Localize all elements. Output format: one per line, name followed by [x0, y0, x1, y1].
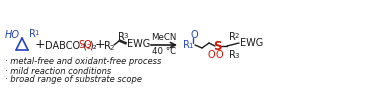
Text: S: S [213, 40, 222, 52]
Text: EWG: EWG [127, 39, 150, 49]
Text: O: O [191, 30, 198, 40]
Text: +: + [35, 39, 45, 51]
Text: 1: 1 [189, 43, 193, 50]
Text: 2: 2 [87, 44, 91, 50]
Text: O: O [216, 50, 224, 60]
Text: R: R [29, 29, 36, 39]
Text: O: O [208, 50, 215, 60]
Text: DABCO·(: DABCO·( [45, 40, 87, 50]
Text: R: R [118, 32, 125, 42]
Text: · metal-free and oxidant-free process: · metal-free and oxidant-free process [5, 58, 161, 67]
Text: 2: 2 [234, 32, 239, 39]
Text: R: R [229, 32, 236, 42]
Text: 40 °C: 40 °C [152, 48, 176, 57]
Text: R: R [104, 41, 111, 51]
Text: +: + [94, 39, 105, 51]
Text: R: R [229, 50, 236, 60]
Text: 3: 3 [124, 32, 128, 39]
Text: MeCN: MeCN [151, 32, 177, 41]
Text: 1: 1 [34, 30, 39, 36]
Text: 3: 3 [234, 53, 239, 59]
Text: HO: HO [5, 30, 20, 40]
Text: SO: SO [78, 40, 92, 50]
Text: EWG: EWG [240, 38, 263, 48]
Text: 2: 2 [110, 44, 114, 50]
Text: R: R [183, 40, 190, 50]
Text: )₂: )₂ [90, 40, 97, 50]
Text: · mild reaction conditions: · mild reaction conditions [5, 67, 111, 76]
Text: · broad range of substrate scope: · broad range of substrate scope [5, 76, 142, 85]
